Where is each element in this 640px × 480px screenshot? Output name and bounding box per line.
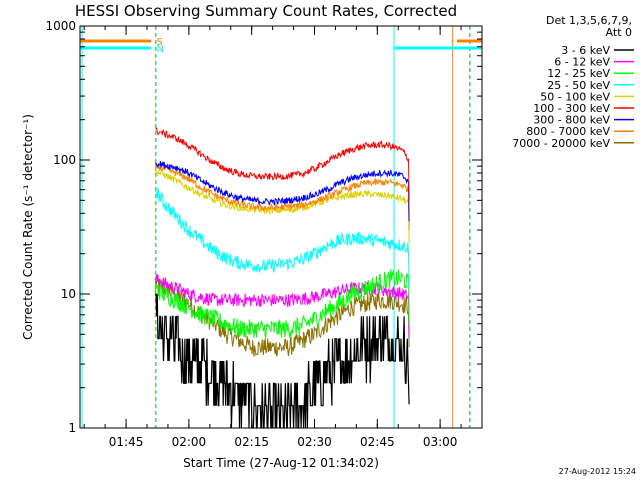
series-line-5	[155, 127, 410, 201]
legend-header: Det 1,3,5,6,7,9,	[546, 14, 632, 27]
flag-label-n: N	[157, 44, 164, 55]
y-tick-label: 100	[53, 153, 76, 167]
legend-entry-label: 25 - 50 keV	[547, 79, 610, 92]
chart-title: HESSI Observing Summary Count Rates, Cor…	[75, 2, 457, 20]
series-line-4	[154, 169, 410, 244]
x-tick-label: 02:00	[172, 435, 207, 449]
legend-entry-label: 6 - 12 keV	[554, 56, 610, 69]
legend-entry-label: 3 - 6 keV	[561, 44, 610, 57]
y-tick-label: 1000	[45, 19, 76, 33]
series-line-6	[155, 161, 410, 222]
series-line-3	[155, 187, 410, 289]
legend-entry-label: 50 - 100 keV	[540, 90, 610, 103]
plot-frame	[79, 25, 483, 429]
legend-entry-label: 100 - 300 keV	[533, 102, 610, 115]
y-tick-label: 1	[68, 421, 76, 435]
x-axis-title: Start Time (27-Aug-12 01:34:02)	[183, 456, 379, 470]
series-line-7	[154, 162, 410, 231]
axes: 1 10 100 1000 01:45 02:00 02:15 02:30 02:45 03:00	[45, 19, 483, 449]
x-tick-label: 02:15	[234, 435, 269, 449]
legend-entry-label: 800 - 7000 keV	[526, 125, 610, 138]
y-axis-title: Corrected Count Rate (s⁻¹ detector⁻¹)	[21, 114, 35, 340]
x-tick-label: 02:30	[297, 435, 332, 449]
series-line-0	[155, 293, 410, 429]
x-tick-label: 02:45	[360, 435, 395, 449]
flag-label-s: S	[157, 37, 163, 48]
series-lines	[154, 127, 410, 429]
y-tick-label: 10	[61, 287, 76, 301]
series-line-2	[154, 269, 410, 339]
legend-entry-label: 300 - 800 keV	[533, 114, 610, 127]
legend-header: Att 0	[606, 26, 632, 39]
x-tick-label: 01:45	[109, 435, 144, 449]
flag-bars: SN	[80, 37, 482, 55]
legend-entry-label: 12 - 25 keV	[547, 67, 610, 80]
x-tick-label: 03:00	[423, 435, 458, 449]
legend-entry-label: 7000 - 20000 keV	[512, 137, 610, 150]
footer-timestamp: 27-Aug-2012 15:24	[559, 467, 636, 476]
